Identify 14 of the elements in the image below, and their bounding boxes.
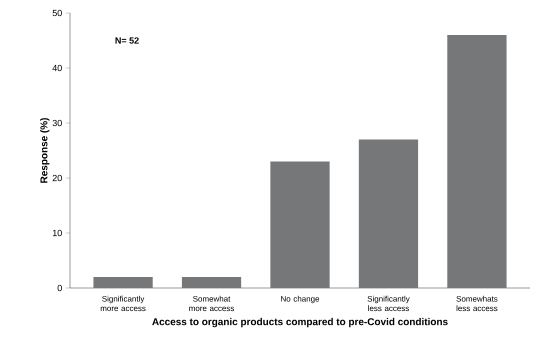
bar [93,277,153,288]
y-tick-label: 30 [52,120,62,126]
annotation: N= 52 [116,37,139,44]
y-tick-label: 20 [52,174,62,182]
y-tick-label: 50 [52,10,62,16]
y-tick-label: 10 [52,230,62,236]
bar [270,162,330,288]
y-axis-title: Response (%) [40,118,50,183]
bar [447,35,507,288]
bar [182,277,242,288]
bar [358,140,418,288]
y-tick-label: 0 [58,284,62,292]
x-axis-title: Access to organic products compared to pre-Covid conditions [152,318,448,328]
y-tick-label: 40 [52,64,62,72]
